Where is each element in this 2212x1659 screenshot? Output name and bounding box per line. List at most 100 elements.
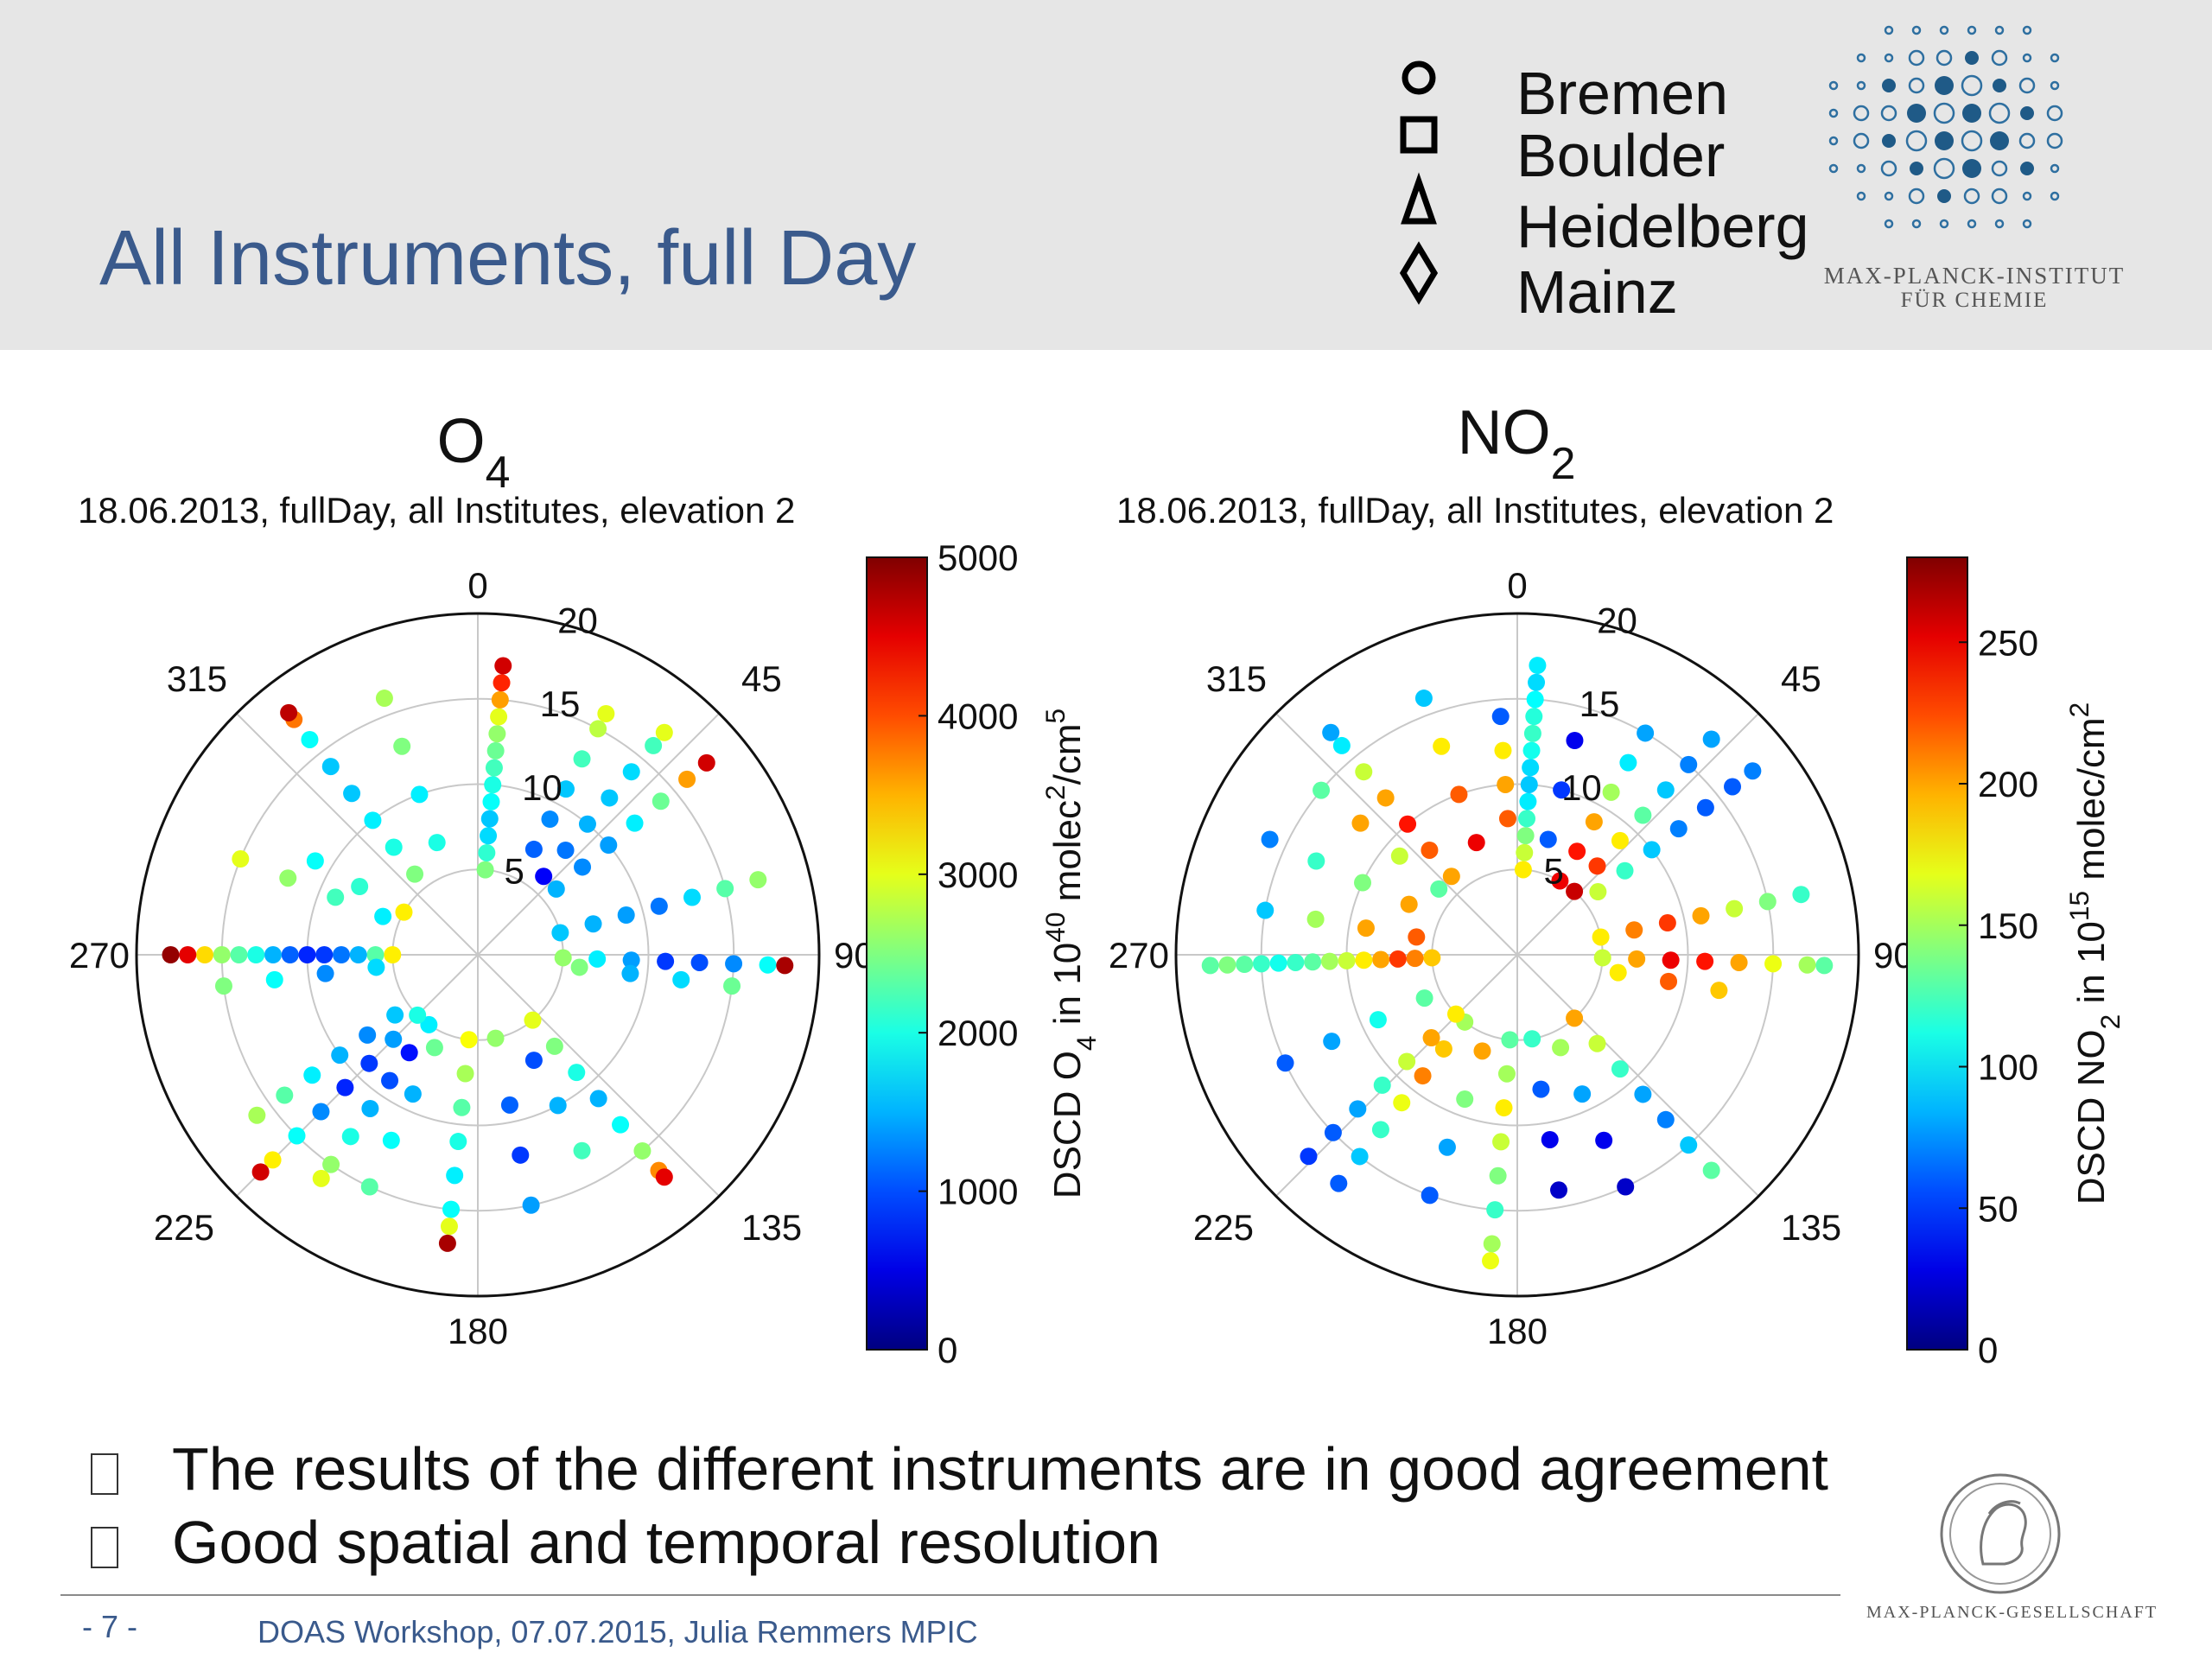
data-point xyxy=(400,1044,418,1062)
data-point xyxy=(1495,1099,1513,1117)
data-point xyxy=(549,1096,567,1115)
data-point xyxy=(1526,690,1544,709)
data-point xyxy=(359,1026,377,1044)
data-point xyxy=(1588,1034,1606,1052)
data-point xyxy=(600,836,618,855)
logo-dot xyxy=(1884,191,1894,201)
logo-dot xyxy=(1991,160,2008,177)
data-point xyxy=(485,759,503,777)
data-point xyxy=(1656,781,1675,799)
data-point xyxy=(725,955,743,973)
data-point xyxy=(1406,950,1424,968)
data-point xyxy=(1304,953,1322,971)
data-point xyxy=(622,951,640,969)
data-point xyxy=(1421,1186,1439,1205)
data-point xyxy=(1696,952,1714,970)
data-point xyxy=(385,838,403,856)
data-point xyxy=(655,723,673,741)
radial-tick-label: 5 xyxy=(1544,850,1564,891)
data-point xyxy=(541,810,559,829)
logo-dot xyxy=(1884,53,1894,63)
logo-dot xyxy=(1856,80,1866,91)
data-point xyxy=(1516,827,1535,845)
data-point xyxy=(409,1006,427,1024)
data-point xyxy=(1710,982,1728,1000)
data-point xyxy=(1497,775,1515,793)
radial-tick-label: 20 xyxy=(557,601,598,641)
chart-subtitle: 18.06.2013, fullDay, all Institutes, ele… xyxy=(78,490,795,531)
polar-outer-ring xyxy=(135,612,821,1298)
data-point xyxy=(678,770,696,788)
colorbar-tick-label: 0 xyxy=(1978,1330,1998,1370)
data-point xyxy=(1269,954,1287,972)
logo-dot xyxy=(1935,131,1954,150)
angle-tick-label: 135 xyxy=(1781,1207,1841,1248)
data-point xyxy=(1595,1131,1613,1149)
legend-label-heidelberg: Heidelberg xyxy=(1516,193,1809,260)
data-point xyxy=(1491,708,1510,726)
data-point xyxy=(460,1031,478,1049)
marker-legend-icons xyxy=(1399,60,1439,305)
data-point xyxy=(584,915,602,933)
data-point xyxy=(382,1131,400,1149)
logo-dot xyxy=(1988,102,2011,124)
data-point xyxy=(597,704,615,722)
logo-dot xyxy=(1905,130,1928,152)
data-point xyxy=(1369,1011,1387,1029)
angular-grid-line xyxy=(477,712,721,956)
colorbar-label: DSCD NO2 in 1015 molec/cm2 xyxy=(2063,702,2126,1205)
data-point xyxy=(749,871,767,889)
data-point xyxy=(1330,1174,1348,1192)
data-point xyxy=(395,903,413,921)
data-point xyxy=(1422,1029,1440,1047)
bullet-item: Good spatial and temporal resolution xyxy=(91,1508,1160,1577)
legend-label-bremen: Bremen xyxy=(1516,60,1729,127)
data-point xyxy=(1307,852,1325,870)
data-point xyxy=(381,1071,399,1090)
colorbar-tick-label: 50 xyxy=(1978,1188,2018,1229)
logo-dot xyxy=(1933,157,1955,180)
data-point xyxy=(1322,723,1340,741)
logo-dot xyxy=(1908,188,1925,205)
data-point xyxy=(1696,798,1714,817)
data-point xyxy=(1660,972,1678,990)
data-point xyxy=(1256,901,1274,919)
colorbar-tick-label: 250 xyxy=(1978,622,2038,663)
data-point xyxy=(312,1169,330,1187)
data-point xyxy=(633,1141,652,1160)
data-point xyxy=(331,1046,349,1065)
data-point xyxy=(1399,815,1417,833)
data-point xyxy=(1376,789,1395,807)
data-point xyxy=(1541,1130,1559,1148)
logo-dot xyxy=(1962,104,1981,123)
logo-dot xyxy=(1884,25,1894,35)
data-point xyxy=(551,924,569,942)
data-point xyxy=(1528,673,1546,691)
data-point xyxy=(1467,834,1485,852)
data-point xyxy=(298,946,316,963)
angle-tick-label: 45 xyxy=(741,658,782,699)
data-point xyxy=(196,946,213,963)
data-point xyxy=(247,946,265,963)
logo-dot xyxy=(2050,191,2060,201)
logo-dot xyxy=(1961,74,1983,97)
data-point xyxy=(425,1039,443,1057)
data-point xyxy=(360,1054,378,1072)
logo-dot xyxy=(2050,163,2060,174)
data-point xyxy=(490,708,508,726)
data-point xyxy=(214,977,232,995)
data-point xyxy=(406,865,424,883)
colorbar-tick-label: 4000 xyxy=(938,696,1018,736)
data-point xyxy=(500,1096,518,1114)
data-point xyxy=(1662,951,1680,969)
logo-dot xyxy=(1908,77,1925,94)
data-point xyxy=(1702,730,1720,748)
data-point xyxy=(556,780,575,798)
logo-dot xyxy=(1990,131,2009,150)
angular-grid-line xyxy=(235,712,479,956)
data-point xyxy=(1486,1201,1504,1219)
data-point xyxy=(306,852,324,870)
data-point xyxy=(1634,1085,1652,1103)
logo-dot xyxy=(2018,132,2036,149)
data-point xyxy=(493,674,511,692)
